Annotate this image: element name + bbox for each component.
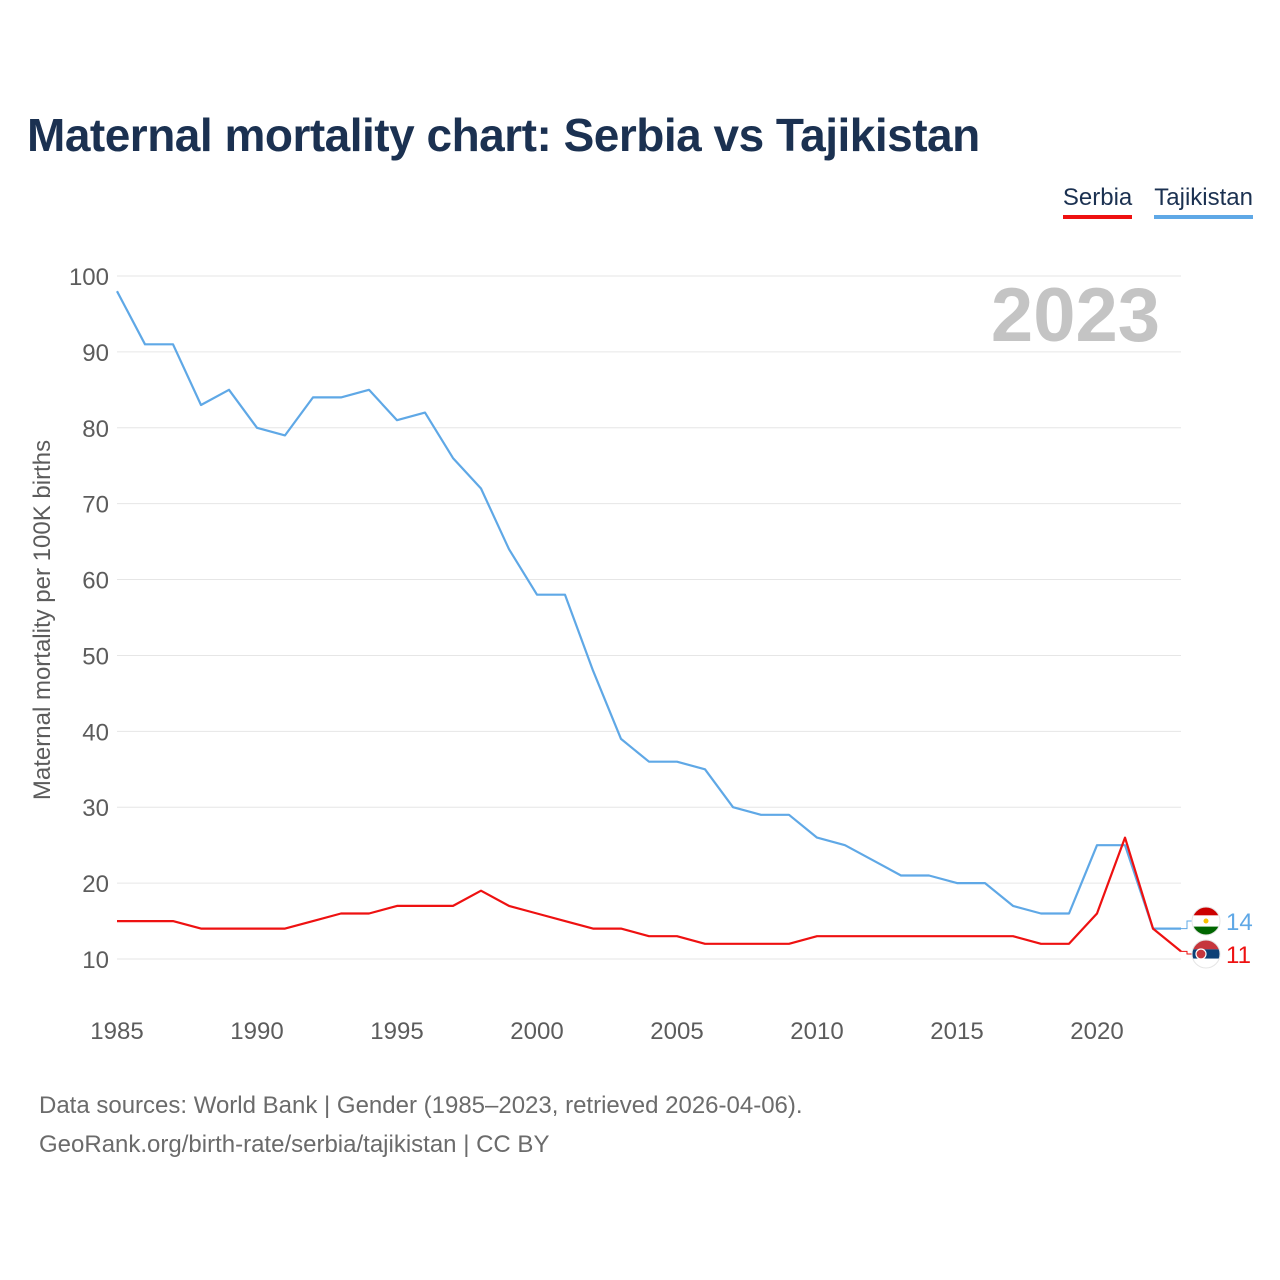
x-axis-ticks: 1985 1990 1995 2000 2005 2010 2015 2020 bbox=[90, 1018, 1123, 1045]
y-tick-label-30: 30 bbox=[82, 795, 109, 822]
y-tick-label-10: 10 bbox=[82, 947, 109, 974]
y-tick-label-70: 70 bbox=[82, 492, 109, 519]
flag-tajikistan-icon bbox=[1191, 906, 1221, 936]
legend-item-serbia[interactable]: Serbia bbox=[1062, 184, 1133, 219]
x-tick-label-2015: 2015 bbox=[930, 1018, 983, 1045]
y-tick-label-50: 50 bbox=[82, 643, 109, 670]
series-lines bbox=[116, 290, 1182, 953]
y-tick-label-90: 90 bbox=[82, 340, 109, 367]
y-tick-label-60: 60 bbox=[82, 568, 109, 595]
end-value-tajikistan: 14 bbox=[1226, 909, 1253, 936]
y-axis-ticks: 10 20 30 40 50 60 70 80 90 100 bbox=[69, 264, 109, 974]
x-tick-label-2010: 2010 bbox=[790, 1018, 843, 1045]
chart-title: Maternal mortality chart: Serbia vs Taji… bbox=[27, 109, 980, 161]
series-line-serbia[interactable] bbox=[117, 836, 1182, 953]
end-value-serbia: 11 bbox=[1226, 942, 1251, 969]
x-tick-label-1990: 1990 bbox=[230, 1018, 283, 1045]
legend: Serbia Tajikistan bbox=[1062, 184, 1253, 219]
year-watermark: 2023 bbox=[991, 273, 1160, 358]
y-tick-label-20: 20 bbox=[82, 871, 109, 898]
series-line-tajikistan[interactable] bbox=[116, 290, 1181, 930]
x-tick-label-1995: 1995 bbox=[370, 1018, 423, 1045]
x-tick-label-2005: 2005 bbox=[650, 1018, 703, 1045]
footer: Data sources: World Bank | Gender (1985–… bbox=[39, 1086, 803, 1164]
x-tick-label-2020: 2020 bbox=[1070, 1018, 1123, 1045]
y-tick-label-80: 80 bbox=[82, 416, 109, 443]
y-tick-label-40: 40 bbox=[82, 719, 109, 746]
flag-serbia-icon bbox=[1191, 939, 1221, 969]
source-link[interactable]: GeoRank.org/birth-rate/serbia/tajikistan… bbox=[39, 1131, 550, 1158]
legend-item-tajikistan[interactable]: Tajikistan bbox=[1154, 184, 1253, 219]
connector-serbia bbox=[1181, 950, 1193, 955]
x-tick-label-2000: 2000 bbox=[510, 1018, 563, 1045]
x-tick-label-1985: 1985 bbox=[90, 1018, 143, 1045]
connector-tajikistan bbox=[1181, 920, 1193, 930]
y-axis-label: Maternal mortality per 100K births bbox=[29, 440, 56, 800]
grid bbox=[117, 275, 1181, 960]
source-text: Data sources: World Bank | Gender (1985–… bbox=[39, 1092, 803, 1119]
y-tick-label-100: 100 bbox=[69, 264, 109, 291]
